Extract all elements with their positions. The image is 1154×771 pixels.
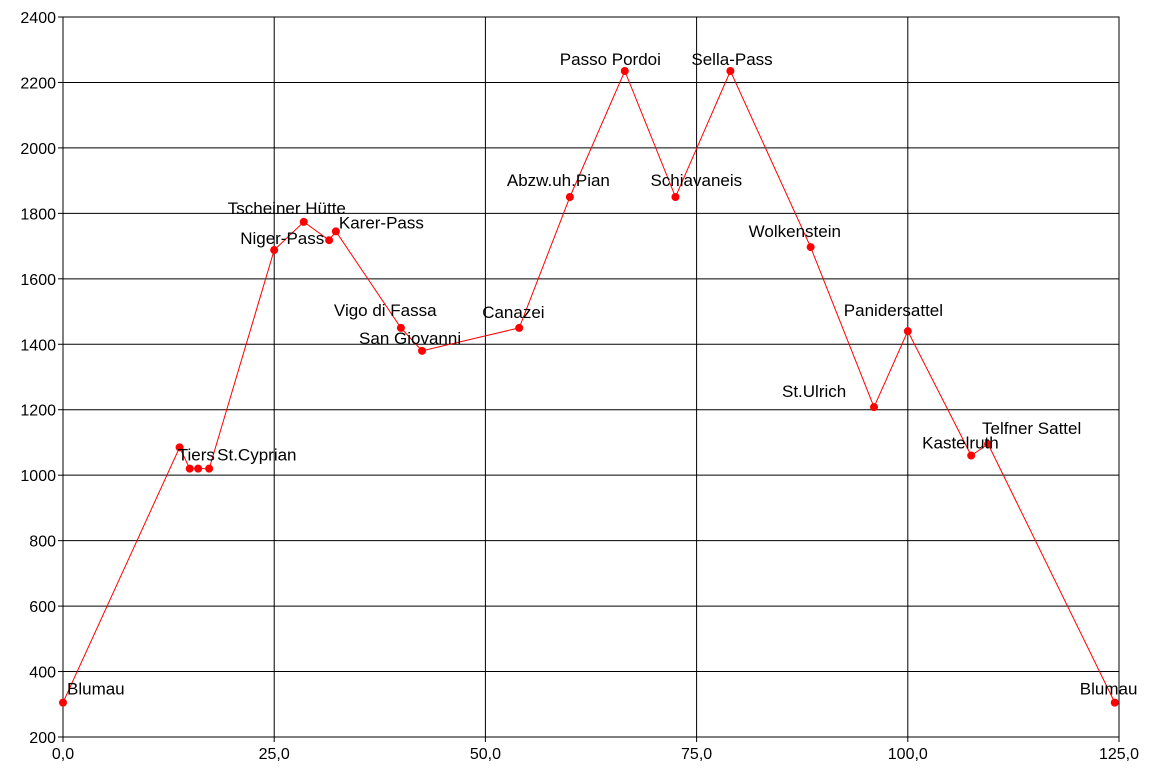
grid <box>62 16 1120 738</box>
axes <box>58 16 1120 742</box>
data-point <box>418 346 427 355</box>
series-line-group <box>62 69 1116 703</box>
point-label: Passo Pordoi <box>560 50 661 69</box>
data-point <box>299 217 308 226</box>
point-label: St.Cyprian <box>217 446 296 465</box>
data-point <box>194 464 203 473</box>
point-label: Kastelruth <box>922 434 999 453</box>
y-tick-label: 600 <box>29 599 56 616</box>
point-label: Panidersattel <box>844 301 943 320</box>
data-point <box>1110 698 1119 707</box>
y-tick-label: 800 <box>29 534 56 551</box>
point-label: Schiavaneis <box>650 171 742 190</box>
data-point <box>870 403 879 412</box>
plot-frame <box>62 16 1120 738</box>
data-point <box>806 243 815 252</box>
data-point <box>396 323 405 332</box>
data-point <box>205 464 214 473</box>
y-tick-label: 2400 <box>20 10 56 27</box>
series-line <box>62 69 1116 703</box>
data-points <box>59 67 1119 707</box>
data-point <box>175 443 184 452</box>
point-label: Wolkenstein <box>749 222 841 241</box>
y-tick-label: 400 <box>29 665 56 682</box>
point-label: Karer-Pass <box>339 213 424 232</box>
y-tick-label: 1600 <box>20 272 56 289</box>
point-label: Sella-Pass <box>691 50 772 69</box>
data-point <box>270 246 279 255</box>
data-point <box>726 67 735 75</box>
x-tick-label: 50,0 <box>470 746 501 763</box>
data-point <box>671 193 680 201</box>
point-label: Tiers <box>178 446 215 465</box>
y-tick-label: 1000 <box>20 468 56 485</box>
point-label: Telfner Sattel <box>982 419 1081 438</box>
point-label: San Giovanni <box>359 329 461 348</box>
point-label: Abzw.uh.Pian <box>507 171 610 190</box>
point-label: Tscheiner Hütte <box>228 199 346 218</box>
point-label: St.Ulrich <box>782 382 846 401</box>
data-point <box>325 236 334 245</box>
point-label: Blumau <box>67 680 125 699</box>
x-tick-label: 0,0 <box>52 746 74 763</box>
y-tick-label: 1400 <box>20 337 56 354</box>
data-point <box>185 464 194 473</box>
data-point <box>620 67 629 75</box>
data-point <box>331 227 340 236</box>
point-label: Niger-Pass <box>240 229 324 248</box>
y-tick-label: 200 <box>29 730 56 747</box>
point-label: Vigo di Fassa <box>334 301 437 320</box>
data-point <box>984 440 993 449</box>
data-point <box>565 193 574 201</box>
x-tick-labels: 0,0 25,0 50,0 75,0 100,0 125,0 <box>52 746 1139 763</box>
x-tick-label: 125,0 <box>1099 746 1139 763</box>
x-tick-label: 100,0 <box>888 746 928 763</box>
x-tick-label: 25,0 <box>259 746 290 763</box>
y-tick-labels: 200 400 600 800 1000 1200 1400 1600 1800 2000 2200… <box>20 10 56 747</box>
data-point <box>967 451 976 460</box>
y-tick-label: 1200 <box>20 403 56 420</box>
y-tick-label: 1800 <box>20 206 56 223</box>
point-label: Canazei <box>482 303 544 322</box>
y-tick-label: 2000 <box>20 141 56 158</box>
point-labels: Blumau Tiers St.Cyprian Niger-Pass Tscheiner… <box>67 50 1137 699</box>
x-tick-label: 75,0 <box>681 746 712 763</box>
data-point <box>903 327 912 336</box>
y-tick-label: 2200 <box>20 75 56 92</box>
point-label: Blumau <box>1080 680 1138 699</box>
data-point <box>59 698 67 707</box>
data-point <box>515 323 524 332</box>
